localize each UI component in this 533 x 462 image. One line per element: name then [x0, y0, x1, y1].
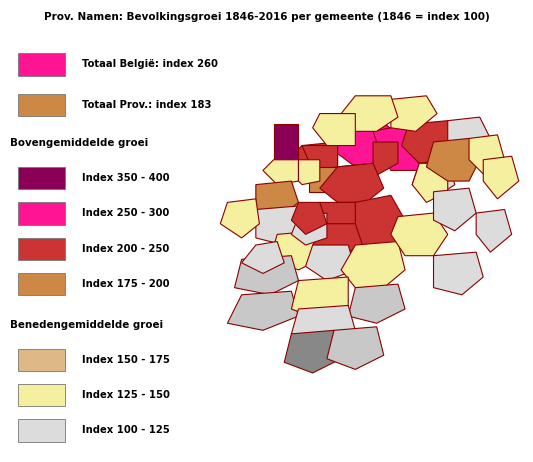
- Polygon shape: [327, 114, 398, 167]
- Polygon shape: [433, 188, 476, 231]
- Text: Index 200 - 250: Index 200 - 250: [82, 243, 169, 254]
- Bar: [18, 202, 65, 225]
- Polygon shape: [313, 224, 362, 259]
- Polygon shape: [476, 209, 512, 252]
- Polygon shape: [391, 96, 437, 131]
- Polygon shape: [292, 142, 337, 170]
- Polygon shape: [309, 167, 337, 192]
- Text: Prov. Namen: Bevolkingsgroei 1846-2016 per gemeente (1846 = index 100): Prov. Namen: Bevolkingsgroei 1846-2016 p…: [44, 12, 489, 22]
- Polygon shape: [313, 202, 356, 238]
- Polygon shape: [292, 305, 356, 345]
- Polygon shape: [284, 330, 341, 373]
- Polygon shape: [313, 114, 356, 146]
- Polygon shape: [292, 202, 327, 234]
- Polygon shape: [469, 135, 505, 174]
- Polygon shape: [341, 195, 405, 245]
- Text: Index 150 - 175: Index 150 - 175: [82, 355, 170, 365]
- Polygon shape: [263, 160, 298, 185]
- Bar: [18, 237, 65, 260]
- Polygon shape: [220, 199, 260, 238]
- Text: Index 175 - 200: Index 175 - 200: [82, 279, 169, 289]
- Polygon shape: [302, 146, 337, 170]
- Polygon shape: [256, 181, 298, 217]
- Polygon shape: [305, 245, 356, 280]
- Polygon shape: [412, 163, 448, 202]
- Polygon shape: [298, 160, 320, 185]
- Polygon shape: [292, 213, 327, 245]
- Text: Index 350 - 400: Index 350 - 400: [82, 173, 169, 183]
- Polygon shape: [391, 213, 448, 255]
- Polygon shape: [348, 284, 405, 323]
- Text: Benedengemiddelde groei: Benedengemiddelde groei: [10, 320, 163, 330]
- Text: Totaal België: index 260: Totaal België: index 260: [82, 59, 218, 69]
- Polygon shape: [327, 327, 384, 370]
- Bar: [18, 167, 65, 189]
- Polygon shape: [337, 142, 398, 181]
- Polygon shape: [412, 160, 455, 199]
- Polygon shape: [292, 277, 348, 320]
- Polygon shape: [235, 255, 298, 295]
- Polygon shape: [426, 139, 480, 181]
- Polygon shape: [341, 242, 405, 288]
- Polygon shape: [341, 96, 398, 131]
- Text: Totaal Prov.: index 183: Totaal Prov.: index 183: [82, 100, 212, 110]
- Polygon shape: [273, 124, 298, 160]
- Polygon shape: [320, 163, 384, 202]
- Text: Bovengemiddelde groei: Bovengemiddelde groei: [10, 139, 148, 148]
- Bar: [18, 384, 65, 407]
- Bar: [18, 273, 65, 295]
- Polygon shape: [483, 156, 519, 199]
- Text: Index 125 - 150: Index 125 - 150: [82, 390, 170, 400]
- Bar: [18, 419, 65, 442]
- Polygon shape: [228, 291, 298, 330]
- Bar: [18, 349, 65, 371]
- Polygon shape: [448, 117, 490, 156]
- Polygon shape: [373, 124, 433, 170]
- Polygon shape: [256, 206, 305, 245]
- Polygon shape: [433, 252, 483, 295]
- Bar: [18, 94, 65, 116]
- Polygon shape: [241, 242, 284, 274]
- Text: Index 250 - 300: Index 250 - 300: [82, 208, 169, 219]
- Polygon shape: [401, 121, 462, 163]
- Text: Index 100 - 125: Index 100 - 125: [82, 426, 170, 435]
- Polygon shape: [270, 231, 327, 270]
- Bar: [18, 53, 65, 75]
